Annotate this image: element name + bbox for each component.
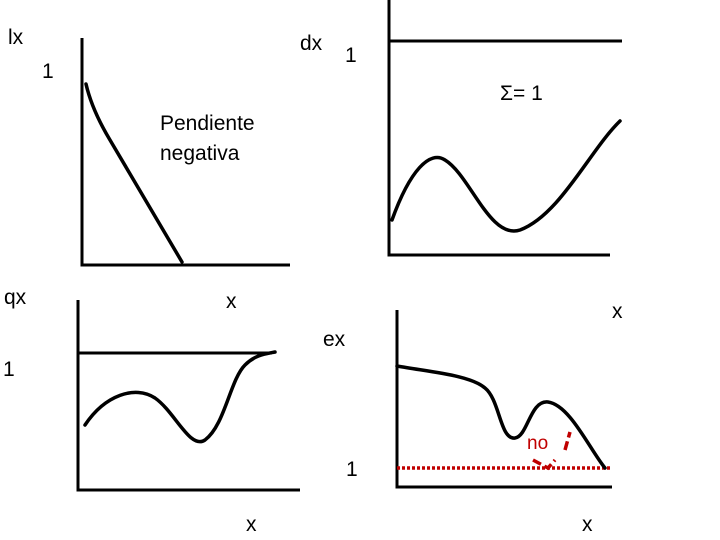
- panel-label: ex: [323, 328, 346, 351]
- annotation: no: [527, 433, 548, 454]
- panel-label: dx: [300, 32, 323, 55]
- curve: [84, 82, 184, 264]
- excluded-curve: [532, 431, 572, 471]
- panel-label: lx: [8, 26, 24, 49]
- axis-value: 1: [346, 458, 358, 481]
- x-label: x: [582, 513, 593, 536]
- curve: [390, 119, 622, 233]
- curve: [395, 364, 607, 470]
- panel-label: qx: [4, 286, 27, 309]
- curve: [83, 350, 277, 444]
- x-label: x: [246, 513, 257, 536]
- axis-value: 1: [3, 358, 15, 381]
- x-label: x: [226, 290, 237, 313]
- axes: [76, 300, 300, 492]
- x-label: x: [612, 300, 623, 323]
- axis-value: 1: [42, 60, 54, 83]
- axes: [387, 0, 610, 257]
- annotation: negativa: [160, 142, 240, 165]
- axes: [80, 38, 290, 267]
- axis-value: 1: [345, 44, 357, 67]
- annotation: Σ= 1: [500, 82, 543, 105]
- axes: [395, 310, 612, 489]
- annotation: Pendiente: [160, 112, 255, 135]
